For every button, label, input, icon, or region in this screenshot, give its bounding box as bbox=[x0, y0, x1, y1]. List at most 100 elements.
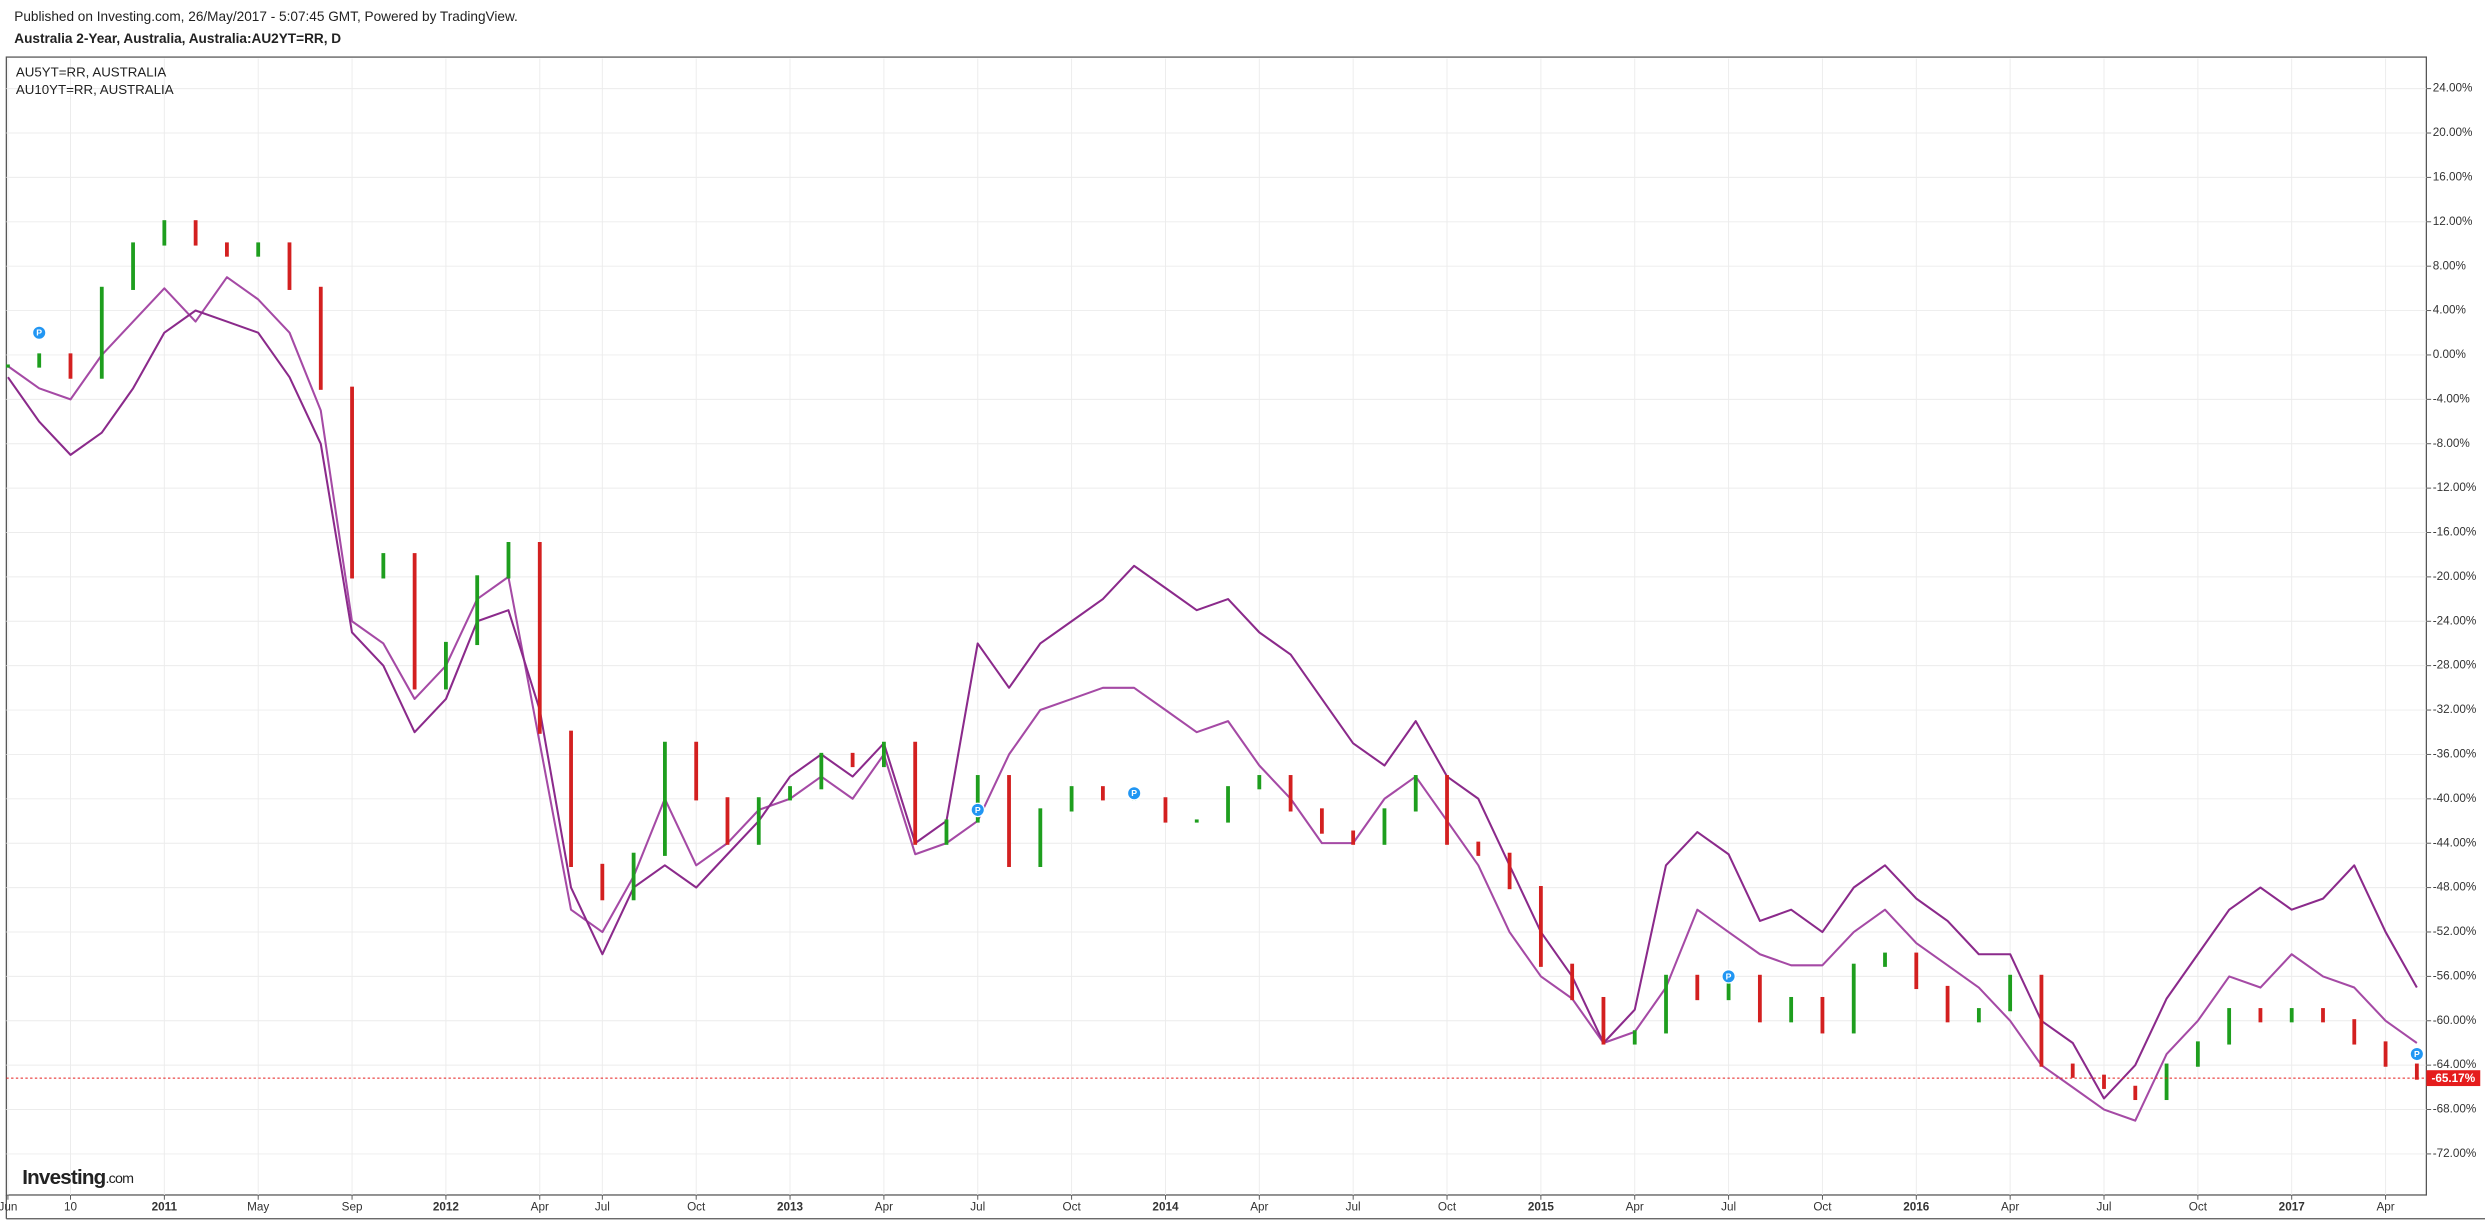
candle bbox=[131, 242, 135, 290]
candle bbox=[1382, 808, 1387, 845]
event-marker bbox=[31, 325, 47, 341]
candle bbox=[537, 542, 542, 734]
candle bbox=[2289, 1008, 2294, 1023]
y-tick-label: -36.00% bbox=[2433, 748, 2477, 761]
y-tick-label: -8.00% bbox=[2433, 437, 2470, 450]
candle bbox=[506, 542, 511, 579]
candle bbox=[1507, 852, 1512, 890]
legend-entry: AU5YT=RR, AUSTRALIA bbox=[16, 64, 167, 79]
x-tick-label: 2017 bbox=[2279, 1201, 2305, 1214]
x-tick-label: Oct bbox=[1438, 1201, 1457, 1214]
x-tick-label: Jul bbox=[1346, 1201, 1361, 1214]
candle bbox=[1476, 841, 1481, 856]
candle bbox=[350, 386, 354, 579]
x-tick-label: Apr bbox=[2001, 1201, 2019, 1214]
candle bbox=[850, 752, 855, 768]
candle bbox=[381, 553, 386, 579]
x-tick-label: Oct bbox=[2189, 1201, 2208, 1214]
x-tick-label: May bbox=[247, 1201, 269, 1214]
x-tick-label: Apr bbox=[1250, 1201, 1268, 1214]
x-tick-label: Jul bbox=[2097, 1201, 2112, 1214]
candle bbox=[99, 286, 104, 379]
candle bbox=[287, 242, 292, 290]
y-tick-label: -56.00% bbox=[2433, 969, 2477, 982]
candle bbox=[1945, 985, 1950, 1023]
candle bbox=[1288, 775, 1293, 812]
candle bbox=[318, 286, 323, 390]
y-tick-label: 24.00% bbox=[2433, 82, 2473, 95]
candle bbox=[37, 353, 42, 368]
candle bbox=[1851, 963, 1856, 1034]
candle bbox=[2039, 974, 2044, 1067]
candle bbox=[68, 353, 73, 379]
plot: P P P P P bbox=[6, 220, 2427, 1122]
event-marker bbox=[2409, 1046, 2425, 1062]
chart-title: Australia 2-Year, Australia, Australia:A… bbox=[14, 31, 341, 46]
candle bbox=[2164, 1063, 2169, 1101]
event-marker bbox=[1126, 785, 1142, 801]
series-line bbox=[7, 276, 2418, 1122]
y-tick-label: 8.00% bbox=[2433, 259, 2466, 272]
event-marker-label: P bbox=[1131, 788, 1137, 798]
y-tick-label: 0.00% bbox=[2433, 348, 2466, 361]
x-tick-label: Sep bbox=[342, 1201, 363, 1214]
x-tick-label: Jul bbox=[595, 1201, 610, 1214]
legend-entry: AU10YT=RR, AUSTRALIA bbox=[16, 82, 174, 97]
candle bbox=[1194, 819, 1199, 823]
y-tick-label: -16.00% bbox=[2433, 526, 2477, 539]
candle bbox=[1601, 996, 1606, 1045]
candle bbox=[1914, 952, 1919, 990]
candle bbox=[1976, 1008, 1981, 1023]
event-marker-label: P bbox=[1726, 971, 1732, 981]
candle bbox=[1820, 996, 1825, 1034]
candle bbox=[1319, 808, 1324, 834]
candle bbox=[193, 220, 198, 246]
x-tick-label: 2016 bbox=[1903, 1201, 1930, 1214]
last-value-label: -65.17% bbox=[2431, 1072, 2475, 1085]
candle bbox=[6, 364, 10, 368]
candle bbox=[663, 741, 667, 856]
candle bbox=[1351, 830, 1356, 845]
y-tick-label: -40.00% bbox=[2433, 792, 2477, 805]
candle bbox=[1726, 974, 1731, 1001]
candle bbox=[944, 819, 949, 845]
event-marker bbox=[970, 802, 986, 818]
candle bbox=[2133, 1085, 2138, 1101]
logo-main: Investing bbox=[22, 1167, 105, 1190]
y-tick-label: -68.00% bbox=[2433, 1103, 2477, 1116]
x-tick-label: 2014 bbox=[1152, 1201, 1179, 1214]
event-marker bbox=[1721, 969, 1736, 984]
y-tick-label: 12.00% bbox=[2433, 215, 2473, 228]
candle bbox=[1163, 797, 1168, 823]
y-tick-label: -64.00% bbox=[2433, 1058, 2477, 1071]
candle bbox=[2070, 1063, 2075, 1078]
candle bbox=[444, 641, 448, 690]
x-tick-label: Apr bbox=[875, 1201, 893, 1214]
candle bbox=[2195, 1041, 2200, 1067]
series-line bbox=[7, 309, 2418, 1100]
x-tick-label: Apr bbox=[531, 1201, 549, 1214]
candle bbox=[2102, 1074, 2106, 1089]
candle bbox=[569, 730, 573, 867]
y-tick-label: -48.00% bbox=[2433, 881, 2477, 894]
candle bbox=[2414, 1063, 2419, 1080]
candle bbox=[2227, 1008, 2232, 1045]
candle bbox=[819, 752, 824, 790]
candle bbox=[162, 220, 167, 246]
candle bbox=[2321, 1008, 2325, 1023]
candle bbox=[600, 863, 605, 901]
candle bbox=[475, 575, 480, 646]
grid: 24.00% 20.00% 16.00% 12.00% 8.00% 4.00% 0.00% -… bbox=[0, 58, 2477, 1214]
candle bbox=[1695, 974, 1700, 1001]
x-tick-label: 2013 bbox=[777, 1201, 804, 1214]
candle bbox=[694, 741, 699, 801]
candle bbox=[1413, 775, 1418, 812]
x-tick-label: Oct bbox=[1062, 1201, 1081, 1214]
x-tick-label: Apr bbox=[1626, 1201, 1644, 1214]
candle bbox=[631, 852, 636, 901]
y-tick-label: 20.00% bbox=[2433, 126, 2473, 139]
candle bbox=[1632, 1030, 1637, 1045]
y-tick-label: -12.00% bbox=[2433, 481, 2477, 494]
